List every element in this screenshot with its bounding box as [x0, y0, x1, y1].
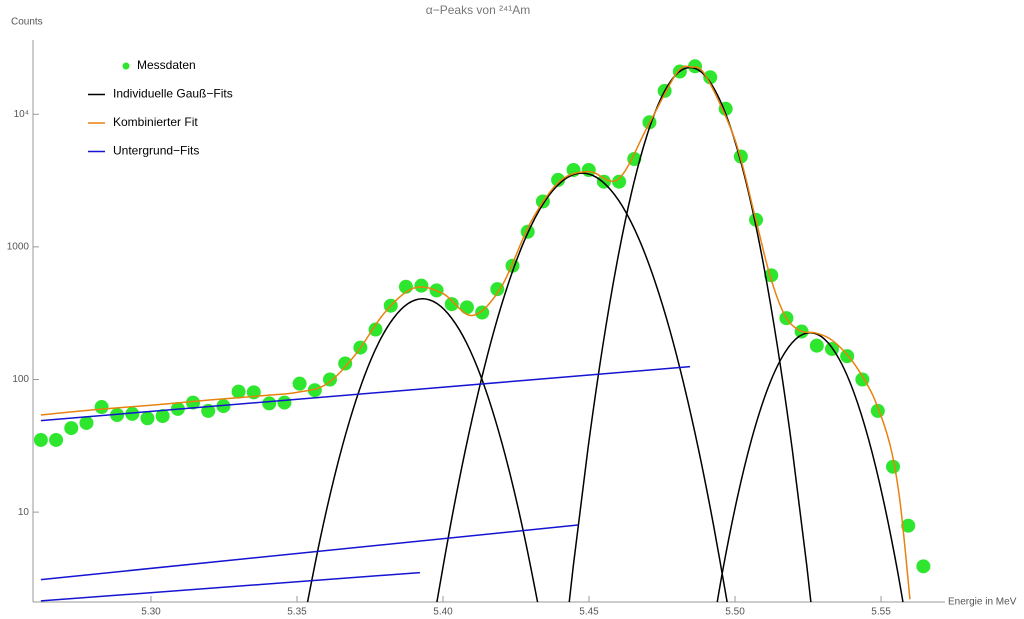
data-point — [870, 403, 885, 418]
x-tick-label: 5.35 — [287, 607, 307, 618]
data-point — [231, 384, 246, 399]
data-point — [125, 406, 140, 421]
y-tick-label: 10 — [18, 507, 30, 518]
y-axis-label: Counts — [11, 17, 43, 28]
x-tick-label: 5.30 — [141, 607, 161, 618]
data-point — [414, 278, 429, 293]
data-point — [307, 383, 322, 398]
data-point — [262, 396, 277, 411]
fit-curve — [40, 524, 578, 581]
data-point — [33, 432, 48, 447]
fit-curve — [40, 365, 691, 422]
data-point — [186, 395, 201, 410]
x-tick-label: 5.45 — [579, 607, 599, 618]
data-point — [596, 174, 611, 189]
data-point — [444, 297, 459, 312]
data-point — [809, 338, 824, 353]
legend-label: Individuelle Gauß−Fits — [113, 87, 233, 101]
fit-curve — [568, 66, 812, 602]
data-point — [49, 432, 64, 447]
chart-title: α−Peaks von ²⁴¹Am — [426, 3, 530, 17]
data-point — [140, 411, 155, 426]
data-point — [901, 518, 916, 533]
data-point — [292, 376, 307, 391]
data-point — [612, 174, 627, 189]
data-point — [322, 372, 337, 387]
data-point — [703, 70, 718, 85]
data-point — [64, 421, 79, 436]
data-point — [79, 415, 94, 430]
data-point — [581, 162, 596, 177]
fit-curve — [40, 65, 911, 600]
fit-curve — [436, 172, 728, 602]
x-tick-label: 5.55 — [871, 607, 891, 618]
y-tick-label: 100 — [12, 374, 29, 385]
y-tick-label: 10⁴ — [14, 109, 29, 120]
plot-area — [33, 59, 931, 602]
data-point — [155, 409, 170, 424]
x-axis-label: Energie in MeV — [948, 597, 1017, 608]
fit-curve — [306, 298, 539, 602]
data-point — [490, 282, 505, 297]
legend-label: Untergrund−Fits — [113, 144, 199, 158]
x-tick-label: 5.50 — [725, 607, 745, 618]
data-point — [916, 559, 931, 574]
data-point — [368, 322, 383, 337]
legend-swatch — [122, 62, 130, 70]
data-point — [277, 395, 292, 410]
data-point — [338, 356, 353, 371]
legend-label: Messdaten — [137, 58, 196, 72]
legend-label: Kombinierter Fit — [113, 115, 198, 129]
data-point — [886, 459, 901, 474]
data-point — [551, 172, 566, 187]
y-tick-label: 1000 — [7, 242, 30, 253]
fit-curve — [716, 332, 904, 602]
fit-curve — [40, 571, 420, 602]
data-point — [764, 268, 779, 283]
x-tick-label: 5.40 — [433, 607, 453, 618]
data-point — [475, 305, 490, 320]
data-point — [94, 400, 109, 415]
data-point — [459, 300, 474, 315]
